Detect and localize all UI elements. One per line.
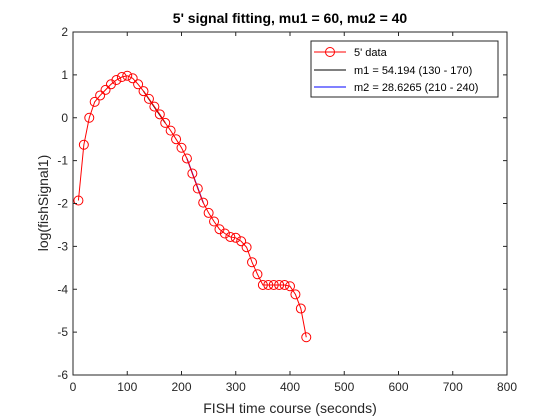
data-point xyxy=(295,303,306,314)
data-point xyxy=(111,75,122,86)
legend-box xyxy=(310,40,499,98)
data-point xyxy=(127,73,138,84)
data-series-line xyxy=(77,75,307,338)
data-point xyxy=(122,70,133,81)
data-point xyxy=(84,112,95,123)
data-point xyxy=(236,236,247,247)
y-tick-label: -1 xyxy=(57,154,68,168)
data-point xyxy=(89,96,100,107)
data-point xyxy=(78,139,89,150)
data-point xyxy=(268,279,279,290)
legend: 5' data m1 = 54.194 (130 - 170) m2 = 28.… xyxy=(310,40,499,98)
data-point xyxy=(192,183,203,194)
x-tick-label: 300 xyxy=(226,380,246,394)
y-tick-label: 0 xyxy=(61,111,68,125)
data-point xyxy=(138,86,149,97)
y-tick-label: -2 xyxy=(57,197,68,211)
data-point xyxy=(187,168,198,179)
data-point xyxy=(230,232,241,243)
y-tick-label: -5 xyxy=(57,325,68,339)
data-point xyxy=(290,289,301,300)
x-tick-label: 400 xyxy=(280,380,300,394)
data-point xyxy=(165,125,176,136)
legend-label-fit2: m2 = 28.6265 (210 - 240) xyxy=(354,82,478,94)
data-point xyxy=(143,93,154,104)
x-axis-ticks: 0 100 200 300 400 500 600 700 800 xyxy=(70,32,517,394)
data-point xyxy=(116,72,127,83)
legend-label-data: 5' data xyxy=(354,47,388,59)
data-point xyxy=(95,90,106,101)
data-point xyxy=(247,257,258,268)
y-tick-label: -4 xyxy=(57,282,68,296)
data-point xyxy=(176,142,187,153)
data-point xyxy=(198,197,209,208)
legend-label-fit1: m1 = 54.194 (130 - 170) xyxy=(354,65,472,77)
data-point xyxy=(241,242,252,253)
data-point xyxy=(274,279,285,290)
data-series xyxy=(73,70,312,343)
legend-marker-data xyxy=(325,47,335,57)
data-point xyxy=(219,228,230,239)
data-point xyxy=(203,207,214,218)
data-point xyxy=(133,79,144,90)
data-point xyxy=(100,84,111,95)
y-tick-label: -6 xyxy=(57,368,68,382)
y-axis-label: log(fishSignal1) xyxy=(35,155,51,252)
data-point xyxy=(73,195,84,206)
x-tick-label: 100 xyxy=(117,380,137,394)
data-point xyxy=(301,332,312,343)
data-point xyxy=(257,279,268,290)
data-point xyxy=(171,134,182,145)
data-point xyxy=(279,279,290,290)
data-point xyxy=(149,101,160,112)
data-point xyxy=(154,109,165,120)
x-tick-label: 800 xyxy=(497,380,517,394)
data-point xyxy=(285,281,295,292)
y-tick-label: 2 xyxy=(61,25,68,39)
x-tick-label: 600 xyxy=(388,380,408,394)
data-point xyxy=(252,269,263,280)
y-axis-ticks: -6 -5 -4 -3 -2 -1 0 1 2 xyxy=(57,25,507,382)
data-point xyxy=(263,279,274,290)
x-tick-label: 0 xyxy=(70,380,77,394)
x-axis-label: FISH time course (seconds) xyxy=(203,400,377,416)
y-tick-label: 1 xyxy=(61,68,68,82)
x-tick-label: 500 xyxy=(334,380,354,394)
data-point xyxy=(225,231,236,242)
y-tick-label: -3 xyxy=(57,239,68,253)
x-tick-label: 700 xyxy=(443,380,463,394)
data-point xyxy=(181,153,192,164)
data-point xyxy=(209,216,220,227)
chart-title: 5' signal fitting, mu1 = 60, mu2 = 40 xyxy=(173,10,408,26)
data-point xyxy=(160,117,171,128)
x-tick-label: 200 xyxy=(171,380,191,394)
